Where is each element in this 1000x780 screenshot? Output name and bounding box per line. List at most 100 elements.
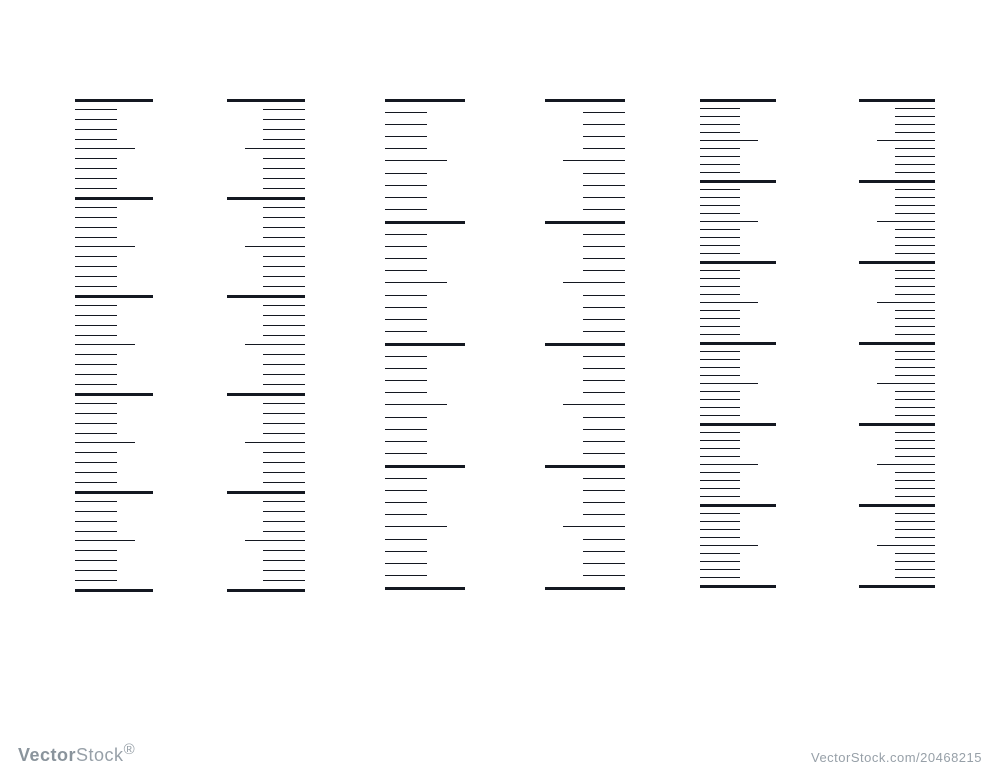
tick-minor: [385, 112, 427, 113]
tick-mid: [877, 221, 935, 222]
tick-mid: [563, 526, 625, 527]
tick-minor: [583, 173, 625, 174]
tick-minor: [895, 415, 935, 416]
tick-minor: [385, 319, 427, 320]
tick-minor: [700, 399, 740, 400]
tick-minor: [700, 172, 740, 173]
tick-minor: [895, 367, 935, 368]
tick-minor: [75, 178, 117, 179]
tick-minor: [385, 295, 427, 296]
tick-major: [75, 589, 153, 592]
tick-major: [227, 393, 305, 396]
tick-major: [545, 465, 625, 468]
tick-minor: [263, 413, 305, 414]
tick-minor: [895, 521, 935, 522]
tick-minor: [385, 270, 427, 271]
tick-minor: [385, 417, 427, 418]
tick-minor: [75, 384, 117, 385]
tick-mid: [245, 540, 305, 541]
tick-minor: [895, 172, 935, 173]
tick-minor: [700, 148, 740, 149]
tick-minor: [700, 472, 740, 473]
tick-mid: [245, 246, 305, 247]
tick-mid: [700, 140, 758, 141]
tick-minor: [700, 480, 740, 481]
tick-major: [545, 343, 625, 346]
tick-mid: [385, 160, 447, 161]
tick-mid: [245, 442, 305, 443]
tick-minor: [583, 356, 625, 357]
tick-minor: [75, 433, 117, 434]
tick-minor: [700, 205, 740, 206]
tick-minor: [895, 440, 935, 441]
tick-major: [700, 585, 776, 588]
tick-major: [700, 423, 776, 426]
tick-mid: [563, 404, 625, 405]
tick-minor: [263, 178, 305, 179]
tick-minor: [75, 521, 117, 522]
tick-mid: [563, 160, 625, 161]
tick-minor: [583, 136, 625, 137]
tick-minor: [263, 139, 305, 140]
tick-minor: [895, 116, 935, 117]
tick-mid: [385, 404, 447, 405]
tick-minor: [385, 368, 427, 369]
tick-minor: [583, 575, 625, 576]
tick-minor: [75, 286, 117, 287]
tick-minor: [700, 488, 740, 489]
tick-minor: [263, 384, 305, 385]
tick-major: [859, 180, 935, 183]
tick-minor: [75, 109, 117, 110]
tick-minor: [700, 440, 740, 441]
tick-minor: [75, 256, 117, 257]
tick-minor: [385, 563, 427, 564]
tick-minor: [895, 351, 935, 352]
tick-minor: [583, 319, 625, 320]
tick-minor: [895, 432, 935, 433]
tick-minor: [263, 188, 305, 189]
tick-minor: [583, 258, 625, 259]
tick-minor: [583, 124, 625, 125]
tick-minor: [895, 124, 935, 125]
tick-minor: [700, 521, 740, 522]
tick-minor: [75, 482, 117, 483]
tick-mid: [700, 221, 758, 222]
tick-minor: [700, 415, 740, 416]
tick-minor: [895, 537, 935, 538]
tick-mid: [700, 302, 758, 303]
watermark-left: VectorStock®: [18, 741, 135, 766]
tick-minor: [895, 326, 935, 327]
tick-minor: [263, 550, 305, 551]
tick-mid: [700, 545, 758, 546]
tick-minor: [75, 570, 117, 571]
ruler-4: [545, 100, 625, 588]
tick-minor: [700, 367, 740, 368]
tick-minor: [700, 513, 740, 514]
tick-minor: [700, 561, 740, 562]
tick-minor: [895, 553, 935, 554]
tick-minor: [583, 331, 625, 332]
tick-minor: [385, 356, 427, 357]
tick-mid: [877, 140, 935, 141]
ruler-set-diagram: [0, 0, 1000, 780]
tick-minor: [895, 245, 935, 246]
tick-minor: [895, 561, 935, 562]
tick-minor: [75, 462, 117, 463]
tick-minor: [75, 335, 117, 336]
tick-minor: [75, 452, 117, 453]
tick-minor: [583, 551, 625, 552]
tick-minor: [895, 189, 935, 190]
tick-minor: [75, 511, 117, 512]
tick-minor: [263, 158, 305, 159]
tick-minor: [700, 108, 740, 109]
tick-minor: [75, 325, 117, 326]
tick-major: [227, 589, 305, 592]
tick-major: [227, 197, 305, 200]
tick-minor: [75, 207, 117, 208]
tick-minor: [583, 490, 625, 491]
tick-minor: [385, 185, 427, 186]
ruler-2: [225, 100, 305, 590]
tick-minor: [385, 234, 427, 235]
tick-minor: [385, 197, 427, 198]
tick-minor: [75, 550, 117, 551]
